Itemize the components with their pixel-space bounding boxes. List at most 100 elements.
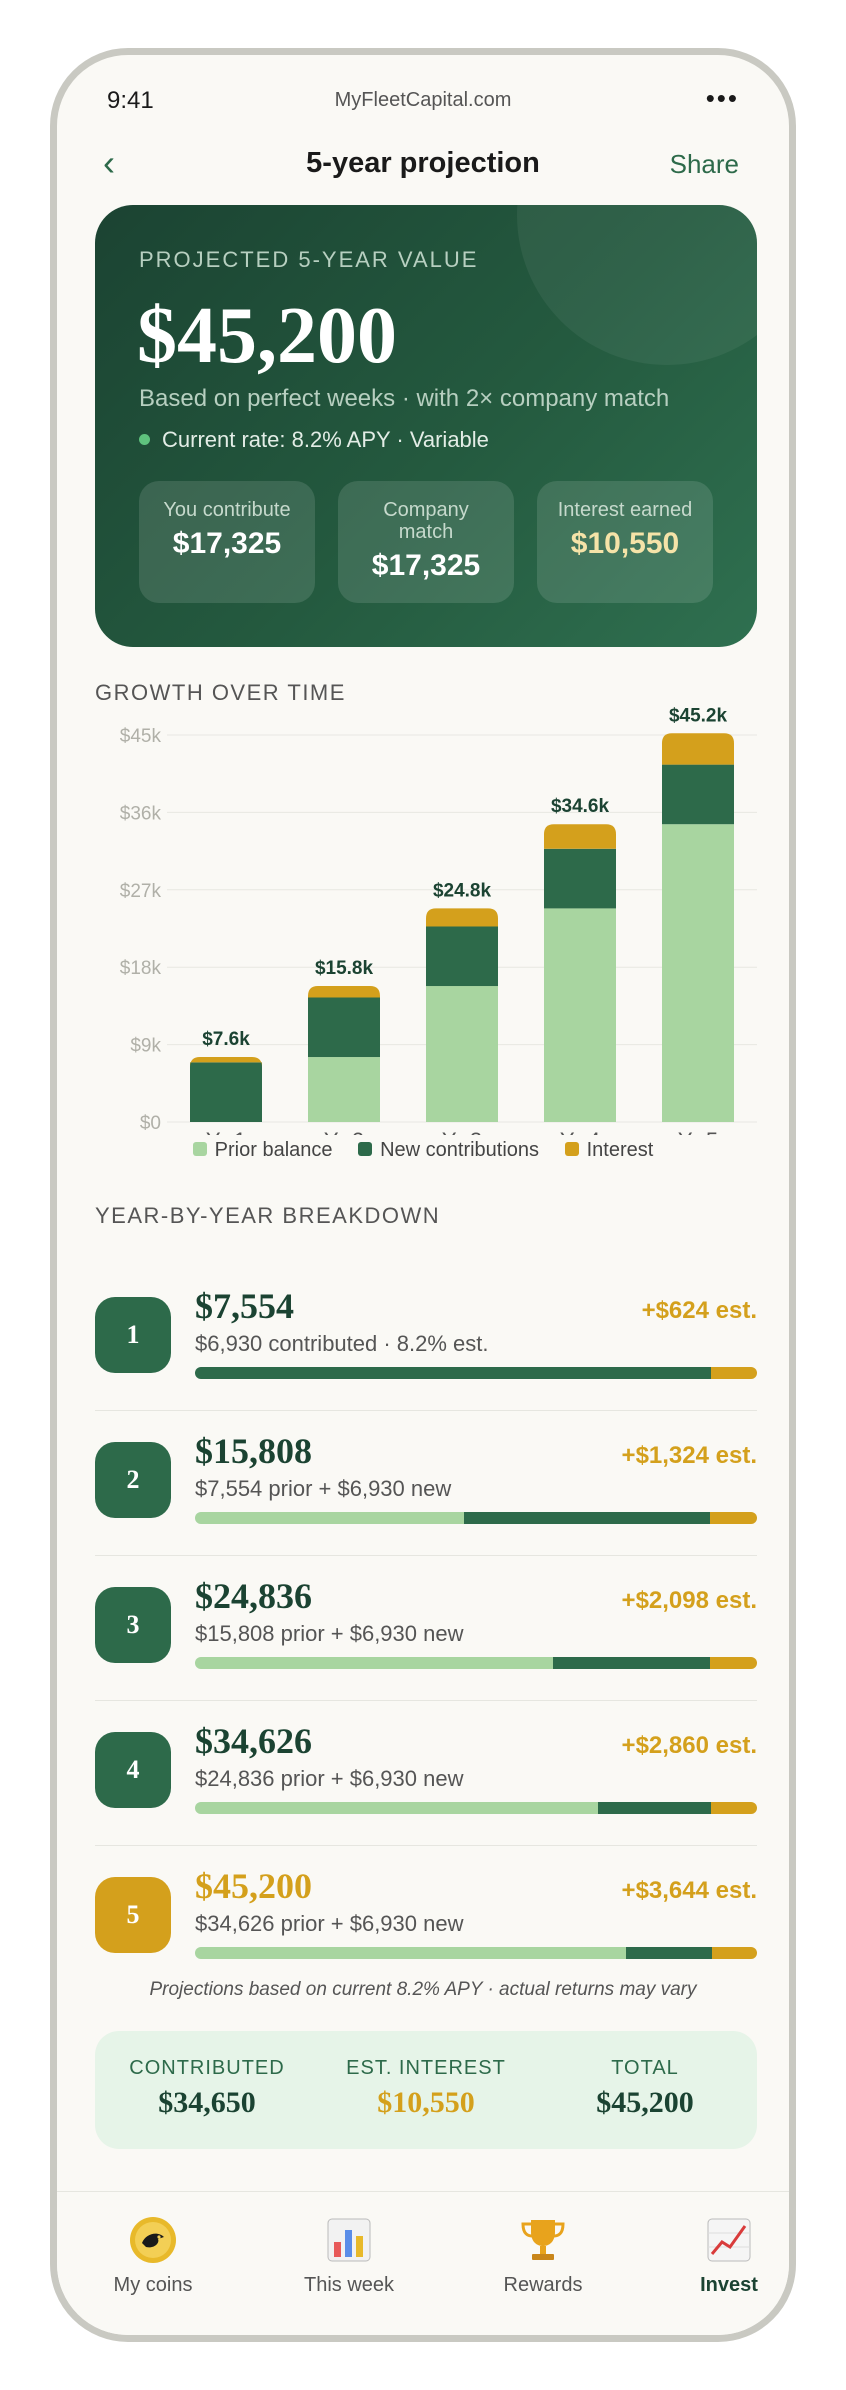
- legend-label: New contributions: [380, 1139, 540, 1161]
- interest-segment: [711, 1947, 757, 1959]
- year-interest: +$1,324 est.: [621, 1442, 757, 1469]
- new-segment: [463, 1512, 710, 1524]
- year-badge: 5: [95, 1877, 171, 1953]
- tab-rewards[interactable]: Rewards: [463, 2214, 623, 2297]
- new-segment: [552, 1657, 710, 1669]
- bar-total-label: $24.8k: [433, 880, 492, 901]
- x-tick-label: Yr 5: [678, 1128, 718, 1135]
- nav-bar: ‹ 5-year projection Share: [57, 141, 789, 191]
- tab-label: Invest: [700, 2274, 758, 2296]
- year-interest: +$2,860 est.: [621, 1732, 757, 1759]
- summary-value: $45,200: [596, 2086, 694, 2119]
- year-detail: $34,626 prior + $6,930 new: [195, 1911, 464, 1936]
- year-amount: $7,554: [195, 1286, 294, 1326]
- bar-segment: [308, 997, 380, 1058]
- breakdown-row: 5 $45,200 $34,626 prior + $6,930 new +$3,64…: [95, 1847, 757, 1991]
- summary-value: $10,550: [377, 2086, 475, 2119]
- trophy-icon: [463, 2214, 623, 2266]
- tab-label: Rewards: [503, 2274, 583, 2296]
- bar-segment: [662, 733, 734, 765]
- bar-segment: [426, 926, 498, 987]
- tab-my-coins[interactable]: My coins: [73, 2214, 233, 2297]
- prior-segment: [195, 1512, 464, 1524]
- trend-chart-icon: [649, 2214, 789, 2266]
- tab-invest[interactable]: Invest: [649, 2214, 789, 2297]
- tile-value: $10,550: [570, 527, 680, 560]
- hero-rate: Current rate: 8.2% APY · Variable: [139, 427, 489, 453]
- x-tick-label: Yr 1: [206, 1128, 246, 1135]
- tab-this-week[interactable]: This week: [269, 2214, 429, 2297]
- interest-segment: [709, 1512, 757, 1524]
- summary-label: EST. INTEREST: [346, 2057, 506, 2079]
- status-bar: 9:41 MyFleetCapital.com •••: [57, 83, 789, 121]
- bar-segment: [426, 908, 498, 927]
- y-tick-label: $9k: [130, 1036, 161, 1057]
- bar-total-label: $34.6k: [551, 796, 610, 817]
- hero-rate-text: Current rate: 8.2% APY · Variable: [162, 427, 489, 452]
- share-button[interactable]: Share: [669, 149, 739, 179]
- tab-bar: My coins This week: [57, 2191, 789, 2335]
- bar-segment: [544, 824, 616, 849]
- year-badge: 4: [95, 1732, 171, 1808]
- tile-label: Company match: [383, 499, 469, 543]
- prior-segment: [195, 1802, 599, 1814]
- growth-chart: $0 $9k $18k $27k $36k $45k $7.6k Yr 1 $15.8k Yr 2…: [120, 705, 757, 1135]
- breakdown-row: 4 $34,626 $24,836 prior + $6,930 new +$2,86…: [95, 1702, 757, 1846]
- bar-segment: [544, 848, 616, 909]
- summary-total: TOTAL $45,200: [545, 2057, 745, 2120]
- bar-segment: [662, 764, 734, 825]
- contribute-tile: You contribute $17,325: [139, 481, 315, 603]
- legend-swatch: [192, 1141, 207, 1156]
- legend-item-prior: Prior balance: [192, 1139, 333, 1162]
- breakdown-row: 2 $15,808 $7,554 prior + $6,930 new +$1,324…: [95, 1412, 757, 1556]
- breakdown-row: 3 $24,836 $15,808 prior + $6,930 new +$2,09…: [95, 1557, 757, 1701]
- page-title: 5-year projection: [306, 147, 540, 179]
- tile-label: You contribute: [163, 499, 291, 521]
- year-detail: $7,554 prior + $6,930 new: [195, 1476, 452, 1501]
- composition-bar: [195, 1657, 757, 1669]
- summary-interest: EST. INTEREST $10,550: [326, 2057, 526, 2120]
- summary-label: TOTAL: [611, 2057, 679, 2079]
- tile-value: $17,325: [172, 527, 282, 560]
- year-amount: $24,836: [195, 1576, 312, 1616]
- legend-item-interest: Interest: [564, 1139, 653, 1162]
- interest-segment: [710, 1802, 757, 1814]
- bar-segment: [308, 1057, 380, 1122]
- tab-label: This week: [303, 2274, 395, 2296]
- summary-label: CONTRIBUTED: [129, 2057, 285, 2079]
- back-chevron-icon[interactable]: ‹: [103, 142, 115, 183]
- site-url: MyFleetCapital.com: [334, 89, 512, 111]
- bar-segment: [426, 986, 498, 1122]
- composition-bar: [195, 1367, 757, 1379]
- year-interest: +$3,644 est.: [621, 1877, 757, 1904]
- legend-swatch: [564, 1141, 579, 1156]
- year-detail: $24,836 prior + $6,930 new: [195, 1766, 464, 1791]
- y-tick-label: $36k: [120, 803, 162, 824]
- y-tick-label: $27k: [120, 881, 162, 902]
- phone-frame: 9:41 MyFleetCapital.com ••• ‹ 5-year pro…: [50, 48, 796, 2342]
- new-segment: [195, 1367, 711, 1379]
- year-interest: +$624 est.: [641, 1297, 757, 1324]
- interest-tile: Interest earned $10,550: [537, 481, 713, 603]
- x-tick-label: Yr 4: [560, 1128, 600, 1135]
- interest-segment: [709, 1657, 757, 1669]
- year-badge: 1: [95, 1297, 171, 1373]
- more-menu-icon[interactable]: •••: [705, 83, 739, 113]
- bar-total-label: $7.6k: [202, 1029, 250, 1050]
- year-amount: $45,200: [195, 1866, 312, 1906]
- status-time: 9:41: [107, 87, 154, 114]
- year-amount: $15,808: [195, 1431, 312, 1471]
- tile-value: $17,325: [371, 549, 481, 582]
- match-tile: Company match $17,325: [338, 481, 514, 603]
- summary-value: $34,650: [158, 2086, 256, 2119]
- summary-contributed: CONTRIBUTED $34,650: [107, 2057, 307, 2120]
- coin-icon: [73, 2214, 233, 2266]
- bar-total-label: $15.8k: [315, 958, 374, 979]
- prior-segment: [195, 1947, 626, 1959]
- projection-hero-card: PROJECTED 5-YEAR VALUE $45,200 Based on …: [95, 205, 757, 647]
- year-badge: 2: [95, 1442, 171, 1518]
- year-detail: $15,808 prior + $6,930 new: [195, 1621, 464, 1646]
- bar-chart-icon: [269, 2214, 429, 2266]
- bar-segment: [662, 824, 734, 1122]
- bar-segment: [544, 908, 616, 1122]
